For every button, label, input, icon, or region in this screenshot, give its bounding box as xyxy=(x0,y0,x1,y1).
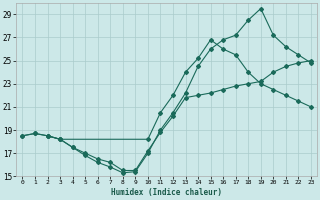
X-axis label: Humidex (Indice chaleur): Humidex (Indice chaleur) xyxy=(111,188,222,197)
